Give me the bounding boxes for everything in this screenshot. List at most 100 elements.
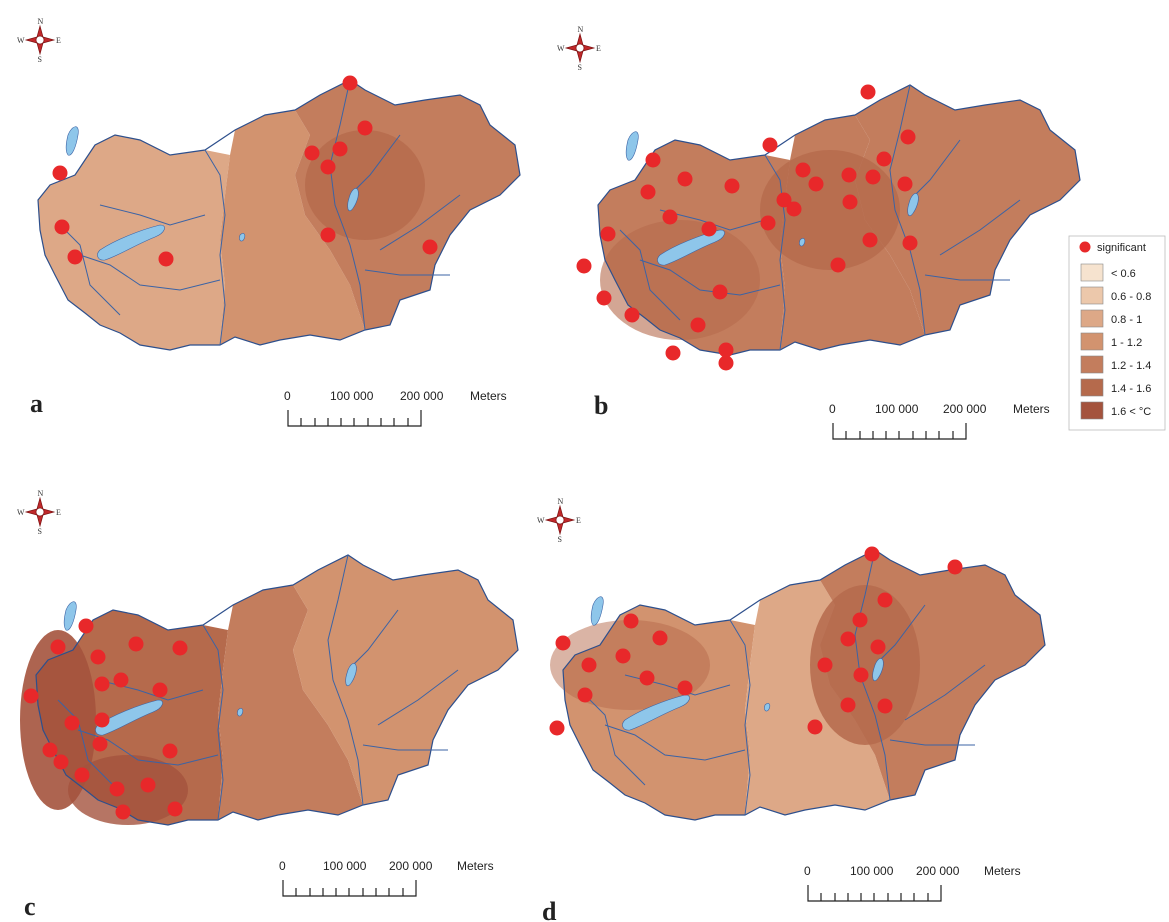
- station-marker: [555, 635, 571, 651]
- panel-c: [20, 554, 519, 826]
- station-marker: [422, 239, 438, 255]
- compass-w: W: [17, 36, 25, 45]
- scale-tick-0: 0: [804, 864, 811, 878]
- compass-rose: N S E W: [557, 25, 601, 72]
- station-marker: [842, 194, 858, 210]
- compass-e: E: [56, 508, 61, 517]
- legend-swatch: [1080, 401, 1104, 420]
- station-marker: [320, 159, 336, 175]
- panel-d: [549, 546, 1046, 821]
- compass-n: N: [38, 489, 44, 498]
- compass-e: E: [596, 44, 601, 53]
- station-marker: [718, 355, 734, 371]
- scale-tick-2: 200 000: [389, 859, 433, 873]
- scale-tick-0: 0: [284, 389, 291, 403]
- scale-unit: Meters: [1013, 402, 1050, 416]
- scale-bar: 0 100 000 200 000 Meters: [279, 859, 494, 897]
- station-marker: [304, 145, 320, 161]
- legend-class-label: 1.2 - 1.4: [1111, 360, 1151, 372]
- station-marker: [853, 667, 869, 683]
- station-marker: [581, 657, 597, 673]
- station-marker: [677, 680, 693, 696]
- station-marker: [576, 258, 592, 274]
- scale-tick-0: 0: [829, 402, 836, 416]
- scale-tick-2: 200 000: [943, 402, 987, 416]
- station-marker: [67, 249, 83, 265]
- legend-swatch: [1080, 332, 1104, 351]
- scale-unit: Meters: [984, 864, 1021, 878]
- compass-s: S: [578, 63, 582, 72]
- scale-bar: 0 100 000 200 000 Meters: [804, 864, 1021, 902]
- scale-tick-1: 100 000: [850, 864, 894, 878]
- station-marker: [862, 232, 878, 248]
- compass-w: W: [557, 44, 565, 53]
- station-marker: [760, 215, 776, 231]
- legend-class-label: 1.6 < °C: [1111, 406, 1151, 418]
- station-marker: [860, 84, 876, 100]
- station-marker: [870, 639, 886, 655]
- scale-tick-1: 100 000: [330, 389, 374, 403]
- scale-tick-2: 200 000: [916, 864, 960, 878]
- station-marker: [776, 192, 792, 208]
- legend: significant < 0.6 0.6 - 0.8 0.8 - 1 1 - …: [1068, 235, 1166, 431]
- station-marker: [876, 151, 892, 167]
- legend-class-label: < 0.6: [1111, 268, 1136, 280]
- compass-n: N: [578, 25, 584, 34]
- station-marker: [645, 152, 661, 168]
- compass-e: E: [56, 36, 61, 45]
- panel-label-c: c: [24, 892, 36, 921]
- station-marker: [662, 209, 678, 225]
- scale-unit: Meters: [457, 859, 494, 873]
- station-marker: [172, 640, 188, 656]
- legend-swatch: [1080, 378, 1104, 397]
- station-marker: [724, 178, 740, 194]
- station-marker: [54, 219, 70, 235]
- compass-s: S: [38, 55, 42, 64]
- legend-classes: < 0.6 0.6 - 0.8 0.8 - 1 1 - 1.2 1.2 - 1.…: [1080, 263, 1151, 420]
- legend-swatch: [1080, 286, 1104, 305]
- map-regions: [20, 555, 518, 825]
- legend-class-label: 1.4 - 1.6: [1111, 383, 1151, 395]
- station-marker: [167, 801, 183, 817]
- legend-significant-marker: [1079, 241, 1091, 253]
- legend-swatch: [1080, 309, 1104, 328]
- map-regions: [550, 550, 1045, 820]
- station-marker: [623, 613, 639, 629]
- station-marker: [549, 720, 565, 736]
- station-marker: [665, 345, 681, 361]
- compass-w: W: [537, 516, 545, 525]
- station-marker: [864, 546, 880, 562]
- station-marker: [94, 712, 110, 728]
- station-marker: [786, 201, 802, 217]
- hotspot-area: [600, 220, 760, 340]
- significant-stations: [23, 618, 188, 820]
- compass-rose: N S E W: [537, 497, 581, 544]
- compass-n: N: [558, 497, 564, 506]
- station-marker: [52, 165, 68, 181]
- hotspot-area: [68, 755, 188, 825]
- panel-label-b: b: [594, 391, 608, 420]
- panel-label-a: a: [30, 389, 43, 418]
- significant-stations: [576, 84, 918, 371]
- station-marker: [78, 618, 94, 634]
- station-marker: [577, 687, 593, 703]
- scale-bar: 0 100 000 200 000 Meters: [829, 402, 1050, 440]
- station-marker: [817, 657, 833, 673]
- scale-tick-0: 0: [279, 859, 286, 873]
- compass-w: W: [17, 508, 25, 517]
- station-marker: [600, 226, 616, 242]
- hotspot-area: [20, 630, 96, 810]
- station-marker: [840, 631, 856, 647]
- station-marker: [852, 612, 868, 628]
- station-marker: [332, 141, 348, 157]
- station-marker: [342, 75, 358, 91]
- station-marker: [624, 307, 640, 323]
- legend-swatch: [1080, 355, 1104, 374]
- station-marker: [23, 688, 39, 704]
- compass-rose: N S E W: [17, 489, 61, 536]
- station-marker: [701, 221, 717, 237]
- compass-n: N: [38, 17, 44, 26]
- station-marker: [652, 630, 668, 646]
- station-marker: [113, 672, 129, 688]
- station-marker: [690, 317, 706, 333]
